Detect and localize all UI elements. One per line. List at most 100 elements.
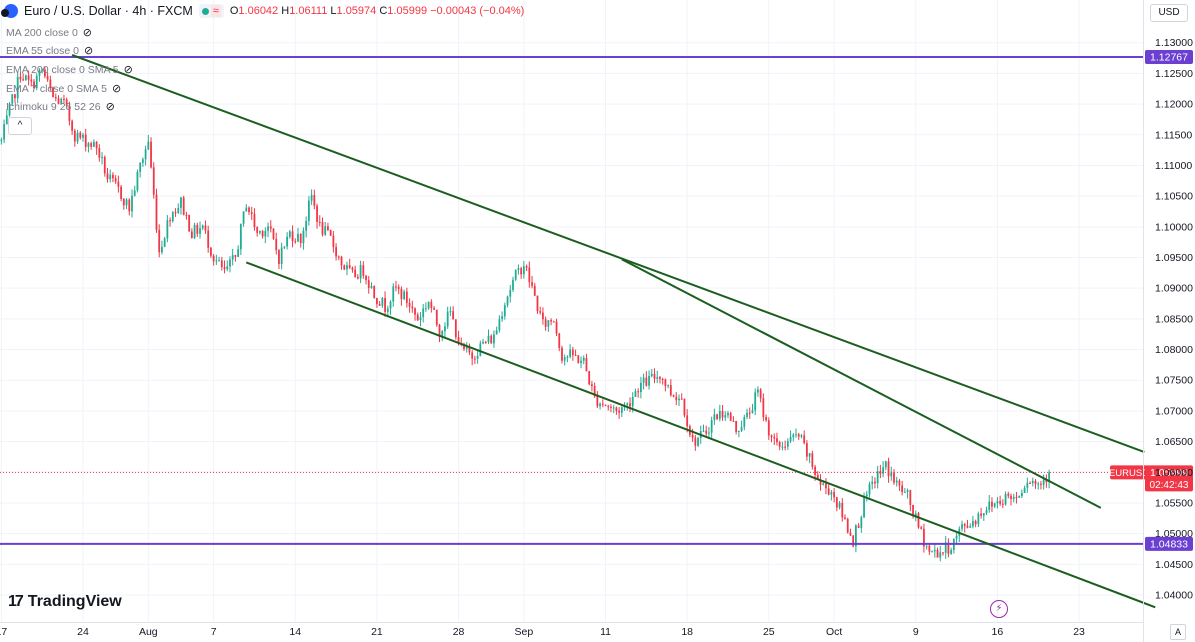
candle-body — [498, 319, 501, 331]
candle-body — [656, 377, 659, 379]
y-tick-label: 1.05500 — [1155, 497, 1193, 509]
candle-body — [925, 545, 928, 547]
x-tick-label: 11 — [600, 626, 611, 638]
candle-body — [190, 231, 193, 239]
candle-body — [544, 319, 547, 327]
candle-body — [87, 143, 90, 147]
candle-body — [1045, 479, 1048, 483]
y-tick-label: 1.07500 — [1155, 375, 1193, 387]
candle-body — [155, 194, 158, 230]
eye-hidden-icon[interactable]: ⊘ — [83, 45, 94, 57]
candle-body — [680, 398, 683, 400]
y-tick-label: 1.09500 — [1155, 252, 1193, 264]
candle-body — [136, 171, 139, 191]
candle-body — [14, 94, 16, 99]
candle-body — [566, 356, 569, 358]
eye-hidden-icon[interactable]: ⊘ — [123, 64, 133, 76]
candle-body — [825, 483, 827, 489]
candle-body — [452, 311, 455, 320]
candle-body — [405, 291, 408, 303]
candle-body — [234, 255, 237, 257]
currency-select[interactable]: USD — [1150, 4, 1188, 22]
chart-header: Euro / U.S. Dollar · 4h · FXCM ≈ O1.0604… — [1, 4, 524, 18]
candle-body — [133, 190, 136, 196]
indicator-ichimoku[interactable]: Ichimoku 9 26 52 26 ⊘ — [6, 100, 115, 114]
indicator-ema7[interactable]: EMA 7 close 0 SMA 5 ⊘ — [6, 82, 122, 96]
candle-body — [816, 474, 819, 480]
candle-body — [884, 461, 887, 468]
candle-body — [35, 75, 38, 89]
indicator-ema55[interactable]: EMA 55 close 0 ⊘ — [6, 44, 94, 58]
auto-scale-button[interactable]: A — [1170, 624, 1186, 640]
candle-body — [1001, 503, 1004, 505]
candle-body — [122, 198, 125, 206]
candle-body — [969, 526, 972, 528]
candle-body — [985, 510, 988, 514]
candle-body — [732, 420, 735, 422]
candle-body — [890, 472, 893, 477]
eye-hidden-icon[interactable]: ⊘ — [82, 27, 93, 39]
candle-body — [370, 286, 373, 288]
candle-body — [822, 483, 825, 485]
candle-body — [302, 230, 305, 244]
candle-body — [416, 314, 419, 321]
eye-hidden-icon[interactable]: ⊘ — [105, 101, 115, 113]
candle-body — [403, 291, 406, 300]
candle-body — [642, 377, 645, 383]
candle-body — [683, 398, 686, 416]
candle-body — [767, 420, 770, 436]
symbol-title[interactable]: Euro / U.S. Dollar · 4h · FXCM — [24, 4, 193, 18]
candle-body — [210, 247, 212, 256]
candle-body — [759, 389, 762, 399]
candle-body — [117, 181, 120, 187]
candle-body — [340, 256, 343, 266]
x-tick-label: 18 — [681, 626, 693, 638]
candle-body — [150, 141, 152, 168]
candle-body — [482, 341, 484, 344]
candle-body — [789, 437, 792, 442]
indicator-ma200[interactable]: MA 200 close 0 ⊘ — [6, 26, 93, 40]
candle-body — [76, 132, 79, 142]
candle-body — [182, 197, 185, 215]
lightning-icon[interactable]: ⚡ — [990, 600, 1008, 618]
candle-body — [389, 301, 392, 309]
candle-body — [201, 225, 204, 229]
market-status-badge[interactable]: ≈ — [198, 4, 224, 18]
candle-body — [528, 267, 531, 283]
candle-body — [316, 205, 318, 222]
y-tick-label: 1.09000 — [1155, 283, 1193, 295]
candle-body — [800, 435, 803, 437]
candle-body — [1023, 487, 1026, 494]
candle-body — [386, 308, 389, 312]
candle-body — [1034, 480, 1037, 485]
collapse-indicators-button[interactable]: ^ — [8, 117, 32, 135]
candle-body — [830, 492, 833, 495]
y-tick-label: 1.08000 — [1155, 344, 1193, 356]
indicator-ema200[interactable]: EMA 200 close 0 SMA 5 ⊘ — [6, 63, 133, 77]
candle-body — [41, 69, 44, 71]
candle-body — [727, 412, 729, 416]
candle-body — [120, 186, 123, 199]
y-tick-label: 1.12000 — [1155, 99, 1193, 111]
candle-body — [250, 212, 253, 214]
candle-body — [8, 103, 11, 116]
tradingview-logo[interactable]: 17 TradingView — [8, 593, 122, 611]
eye-hidden-icon[interactable]: ⊘ — [111, 83, 122, 95]
x-tick-label: Aug — [139, 626, 158, 638]
candle-body — [827, 488, 830, 495]
candle-body — [678, 398, 680, 401]
candle-body — [299, 233, 302, 244]
open-value: 1.06042 — [238, 5, 279, 17]
x-tick-label: 16 — [992, 626, 1004, 638]
candle-body — [721, 411, 724, 418]
candle-body — [942, 552, 944, 554]
candle-body — [601, 403, 604, 405]
candle-body — [19, 76, 22, 80]
x-tick-label: 21 — [371, 626, 383, 638]
candle-body — [493, 334, 495, 344]
candle-body — [444, 326, 446, 332]
x-tick-label: 7 — [211, 626, 217, 638]
indicator-label: MA 200 close 0 — [6, 26, 78, 39]
